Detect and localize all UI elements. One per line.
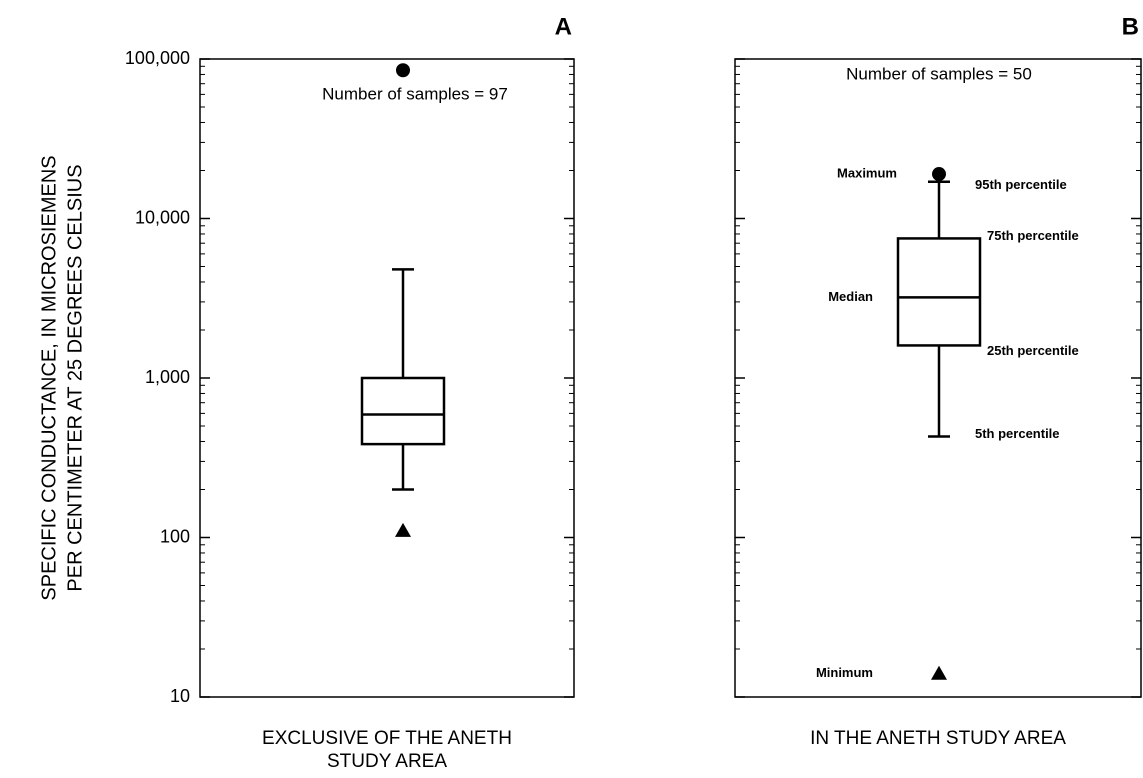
box-label: 75th percentile <box>987 228 1079 243</box>
annotation: Number of samples = 50 <box>846 64 1032 83</box>
y-tick-label: 10,000 <box>135 207 190 227</box>
y-tick-label: 10 <box>170 686 190 706</box>
panel-label: A <box>555 13 572 40</box>
y-axis-label: SPECIFIC CONDUCTANCE, IN MICROSIEMENS <box>38 155 60 600</box>
box-label: Median <box>828 289 873 304</box>
minimum-marker <box>931 665 947 680</box>
box <box>896 237 982 347</box>
x-axis-label: STUDY AREA <box>327 751 447 772</box>
maximum-marker <box>396 63 410 78</box>
box-label: 25th percentile <box>987 343 1079 358</box>
maximum-marker <box>932 167 946 182</box>
y-tick-label: 100,000 <box>125 48 190 68</box>
box-label: 95th percentile <box>975 177 1067 192</box>
y-axis-label: PER CENTIMETER AT 25 DEGREES CELSIUS <box>64 164 86 591</box>
x-axis-label: EXCLUSIVE OF THE ANETH <box>262 728 512 749</box>
annotation: Number of samples = 97 <box>322 84 508 103</box>
x-axis-label: IN THE ANETH STUDY AREA <box>810 728 1066 749</box>
y-tick-label: 100 <box>160 526 190 546</box>
minimum-marker <box>395 522 411 537</box>
box-label: Minimum <box>816 665 873 680</box>
box <box>360 376 446 446</box>
box-label: Maximum <box>837 165 897 180</box>
box-label: 5th percentile <box>975 426 1060 441</box>
y-tick-label: 1,000 <box>145 367 190 387</box>
panel-label: B <box>1122 13 1139 40</box>
